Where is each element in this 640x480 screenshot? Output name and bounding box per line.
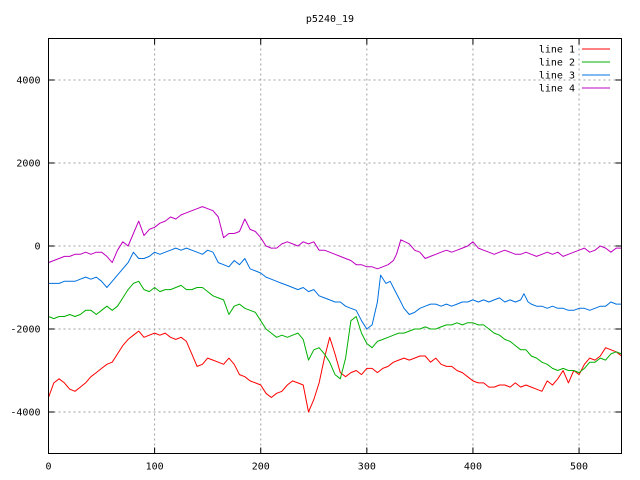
y-tick-label: -2000 [10, 325, 40, 336]
series-line-2 [48, 280, 622, 380]
legend: line 1 line 2 line 3 line 4 [539, 45, 610, 95]
x-tick-label: 300 [358, 462, 376, 473]
grid [48, 38, 622, 454]
x-tick-label: 0 [45, 462, 51, 473]
series-group [48, 206, 622, 413]
legend-label: line 2 [539, 58, 575, 69]
series-line-4 [48, 206, 622, 270]
axes: 0 100 200 300 400 500 -4000 -2000 0 2000 4000 [10, 38, 622, 473]
series-line-3 [48, 247, 622, 330]
x-tick-label: 400 [464, 462, 482, 473]
legend-label: line 1 [539, 45, 575, 56]
x-tick-label: 100 [146, 462, 164, 473]
y-tick-label: 4000 [16, 76, 40, 87]
x-tick-label: 200 [252, 462, 270, 473]
legend-label: line 3 [539, 71, 575, 82]
y-tick-label: 0 [34, 242, 40, 253]
x-tick-label: 500 [570, 462, 588, 473]
legend-label: line 4 [539, 84, 575, 95]
series-line-1 [48, 330, 622, 413]
chart-title: p5240_19 [306, 14, 354, 25]
y-tick-label: 2000 [16, 159, 40, 170]
y-tick-label: -4000 [10, 408, 40, 419]
